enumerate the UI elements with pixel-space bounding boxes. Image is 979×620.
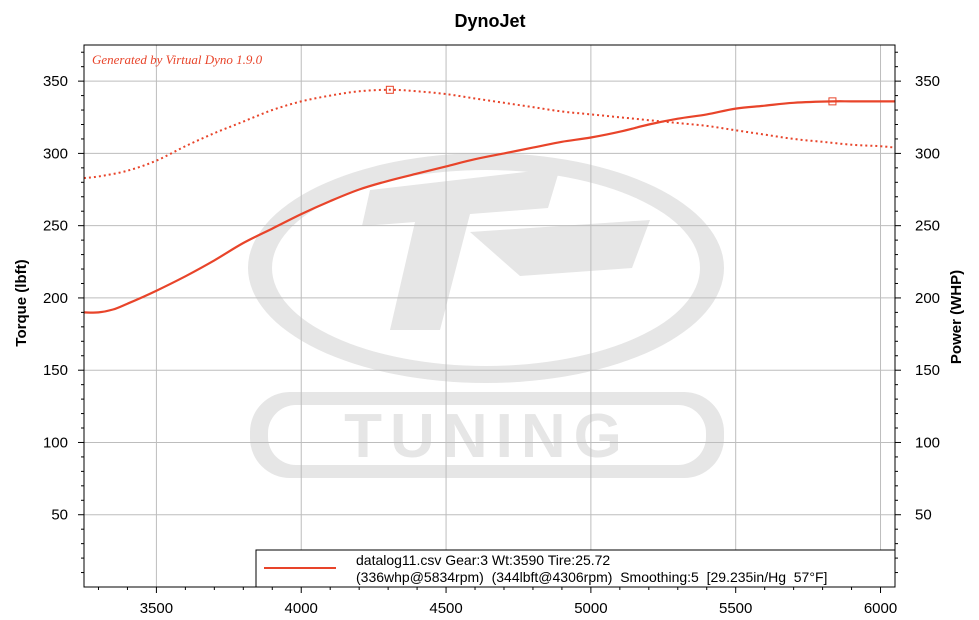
watermark-text: TUNING	[344, 402, 630, 471]
watermark-logo: TUNING	[248, 153, 724, 478]
virtual-dyno-annotation: Generated by Virtual Dyno 1.9.0	[92, 52, 263, 67]
y-tick-label-left: 350	[43, 73, 68, 90]
x-tick-label: 4000	[285, 600, 318, 617]
chart-title: DynoJet	[454, 11, 525, 31]
y-tick-label-left: 150	[43, 362, 68, 379]
peak-marker	[828, 97, 837, 106]
torque-line	[83, 88, 896, 179]
grid-lines	[84, 45, 895, 587]
y-tick-label-left: 200	[43, 290, 68, 307]
x-tick-label: 4500	[429, 600, 462, 617]
y-tick-label-right: 200	[915, 290, 940, 307]
legend-box	[255, 549, 896, 588]
x-tick-label: 5000	[574, 600, 607, 617]
y-tick-label-left: 100	[43, 434, 68, 451]
series-layer	[83, 85, 896, 314]
y-tick-label-right: 250	[915, 218, 940, 235]
y-tick-label-right: 100	[915, 434, 940, 451]
y-tick-label-right: 300	[915, 145, 940, 162]
legend-line-1: datalog11.csv Gear:3 Wt:3590 Tire:25.72	[356, 552, 610, 568]
power-line	[83, 100, 895, 314]
legend-line-2: (336whp@5834rpm) (344lbft@4306rpm) Smoot…	[356, 569, 827, 585]
y-tick-label-left: 300	[43, 145, 68, 162]
y-tick-label-right: 350	[915, 73, 940, 90]
legend: datalog11.csv Gear:3 Wt:3590 Tire:25.72 …	[255, 549, 896, 588]
y-axis-title-right: Power (WHP)	[948, 270, 965, 364]
y-tick-label-right: 150	[915, 362, 940, 379]
x-tick-label: 6000	[864, 600, 897, 617]
x-tick-label: 5500	[719, 600, 752, 617]
y-tick-label-right: 50	[915, 507, 932, 524]
x-tick-label: 3500	[140, 600, 173, 617]
y-axis-title-left: Torque (lbft)	[13, 259, 30, 346]
peak-marker	[385, 85, 394, 94]
y-tick-label-left: 250	[43, 218, 68, 235]
y-tick-label-left: 50	[51, 507, 68, 524]
